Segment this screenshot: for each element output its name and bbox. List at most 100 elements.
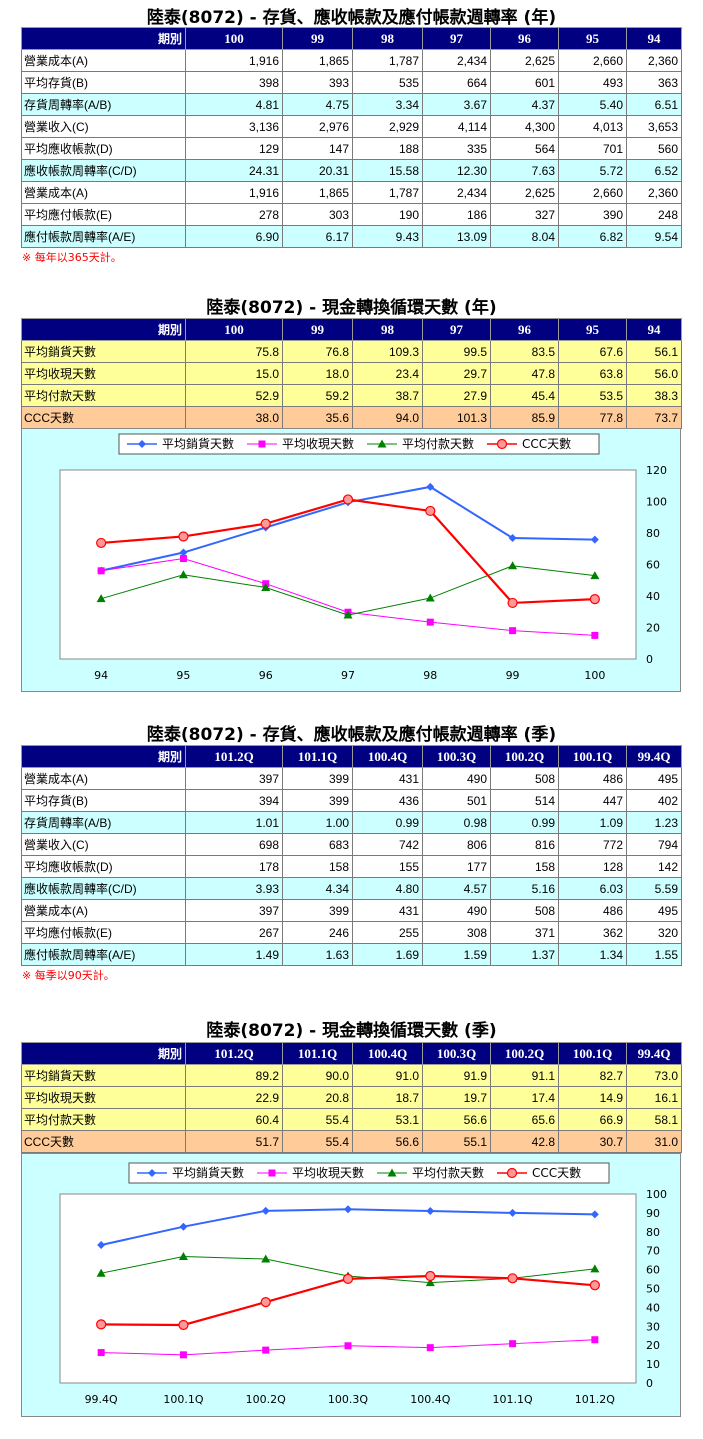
y-tick-label: 60: [646, 559, 660, 572]
table-row: 營業成本(A) 397 399 431 490 508 486 495: [21, 767, 682, 790]
y-tick-label: 40: [646, 590, 660, 603]
circle-marker: [342, 1273, 354, 1284]
table-cell: 560: [626, 137, 682, 160]
table-row: 應收帳款周轉率(C/D) 3.93 4.34 4.80 4.57 5.16 6.03 5.59: [21, 877, 682, 900]
y-tick-label: 100: [646, 496, 667, 509]
header-column: 96: [490, 27, 559, 50]
table-cell: 55.4: [282, 1130, 353, 1153]
annual-ccc-chart-svg: 平均銷貨天數 平均收現天數 平均付款天數 CCC天數 0 20 40 60 80 100 120 94…: [59, 433, 667, 682]
table-cell: 56.0: [626, 362, 682, 385]
x-tick-label: 94: [94, 669, 108, 682]
table-cell: 1.59: [422, 943, 491, 966]
table-cell: 15.0: [185, 362, 283, 385]
table-cell: 73.7: [626, 406, 682, 429]
table-cell: 397: [185, 899, 283, 922]
y-tick-label: 0: [646, 653, 653, 666]
table-cell: 58.1: [626, 1108, 682, 1131]
table-cell: 501: [422, 789, 491, 812]
header-column: 97: [422, 318, 491, 341]
row-label: 平均收現天數: [21, 1086, 186, 1109]
table-row: 營業成本(A) 1,916 1,865 1,787 2,434 2,625 2,660 2,3…: [21, 49, 682, 72]
table-cell: 4.57: [422, 877, 491, 900]
triangle-marker: [178, 1252, 188, 1261]
table-row: 平均銷貨天數 89.2 90.0 91.0 91.9 91.1 82.7 73.0: [21, 1064, 682, 1087]
table-cell: 327: [490, 203, 559, 226]
header-period: 期別: [21, 318, 186, 341]
table-cell: 4,013: [558, 115, 627, 138]
diamond-marker: [426, 1207, 435, 1216]
circle-marker: [425, 505, 436, 517]
table-cell: 9.43: [352, 225, 423, 248]
diamond-marker: [590, 535, 599, 544]
table-cell: 4.37: [490, 93, 559, 116]
table-cell: 431: [352, 899, 423, 922]
table-cell: 94.0: [352, 406, 423, 429]
quarter-ccc-chart-svg: 平均銷貨天數 平均收現天數 平均付款天數 CCC天數 0 10 20 30 40 50 60 70 80…: [59, 1162, 667, 1406]
x-tick-label: 97: [341, 669, 355, 682]
header-column: 101.1Q: [282, 745, 353, 768]
circle-marker: [342, 494, 354, 505]
table-cell: 3,136: [185, 115, 283, 138]
table-cell: 1.69: [352, 943, 423, 966]
square-marker: [509, 1340, 517, 1348]
row-label: CCC天數: [21, 1130, 186, 1153]
table-cell: 101.3: [422, 406, 491, 429]
table-cell: 399: [282, 789, 353, 812]
table-cell: 3,653: [626, 115, 682, 138]
y-tick-label: 20: [646, 622, 660, 635]
table-cell: 399: [282, 899, 353, 922]
header-column: 100.3Q: [422, 745, 491, 768]
table-cell: 60.4: [185, 1108, 283, 1131]
table-cell: 7.63: [490, 159, 559, 182]
table-cell: 278: [185, 203, 283, 226]
legend-label: 平均銷貨天數: [172, 1165, 244, 1180]
annual-ccc-table: 期別 100 99 98 97 96 95 94 平均銷貨天數 75.8 76.8 109.3 99.5…: [21, 318, 682, 429]
legend-diamond-marker: [148, 1169, 156, 1177]
table-cell: 508: [490, 767, 559, 790]
legend-label: CCC天數: [532, 1166, 581, 1180]
table-cell: 155: [352, 855, 423, 878]
row-label: 平均付款天數: [21, 384, 186, 407]
table-cell: 794: [626, 833, 682, 856]
table-cell: 147: [282, 137, 353, 160]
table-cell: 55.1: [422, 1130, 491, 1153]
table-cell: 65.6: [490, 1108, 559, 1131]
table-cell: 495: [626, 899, 682, 922]
table-cell: 363: [626, 71, 682, 94]
y-tick-label: 20: [646, 1339, 660, 1352]
table-cell: 38.0: [185, 406, 283, 429]
triangle-marker: [178, 570, 188, 579]
table-cell: 6.90: [185, 225, 283, 248]
header-column: 100.1Q: [558, 745, 627, 768]
table-row: 平均存貨(B) 398 393 535 664 601 493 363: [21, 71, 682, 94]
table-cell: 601: [490, 71, 559, 94]
quarter-ccc-title: 陸泰(8072) - 現金轉換循環天數 (季): [206, 1021, 497, 1041]
header-column: 101.2Q: [185, 1042, 283, 1065]
circle-marker: [425, 1270, 436, 1282]
header-column: 100: [185, 318, 283, 341]
table-cell: 0.98: [422, 811, 491, 834]
y-tick-label: 100: [646, 1188, 667, 1201]
table-row: 營業成本(A) 397 399 431 490 508 486 495: [21, 899, 682, 922]
header-period: 期別: [21, 27, 186, 50]
table-row: 平均存貨(B) 394 399 436 501 514 447 402: [21, 789, 682, 812]
table-cell: 3.34: [352, 93, 423, 116]
table-cell: 142: [626, 855, 682, 878]
table-cell: 23.4: [352, 362, 423, 385]
legend-label: 平均付款天數: [412, 1166, 484, 1180]
row-label: 存貨周轉率(A/B): [21, 811, 186, 834]
table-cell: 486: [558, 899, 627, 922]
table-cell: 390: [558, 203, 627, 226]
header-column: 94: [626, 27, 682, 50]
table-cell: 486: [558, 767, 627, 790]
row-label: 平均存貨(B): [21, 71, 186, 94]
table-cell: 52.9: [185, 384, 283, 407]
legend-label: 平均收現天數: [292, 1166, 364, 1180]
triangle-marker: [261, 1254, 271, 1263]
row-label: 應收帳款周轉率(C/D): [21, 877, 186, 900]
table-cell: 5.16: [490, 877, 559, 900]
x-tick-label: 100.2Q: [246, 1393, 286, 1406]
row-label: 存貨周轉率(A/B): [21, 93, 186, 116]
table-row: CCC天數 38.0 35.6 94.0 101.3 85.9 77.8 73.7: [21, 406, 682, 429]
table-cell: 371: [490, 921, 559, 944]
